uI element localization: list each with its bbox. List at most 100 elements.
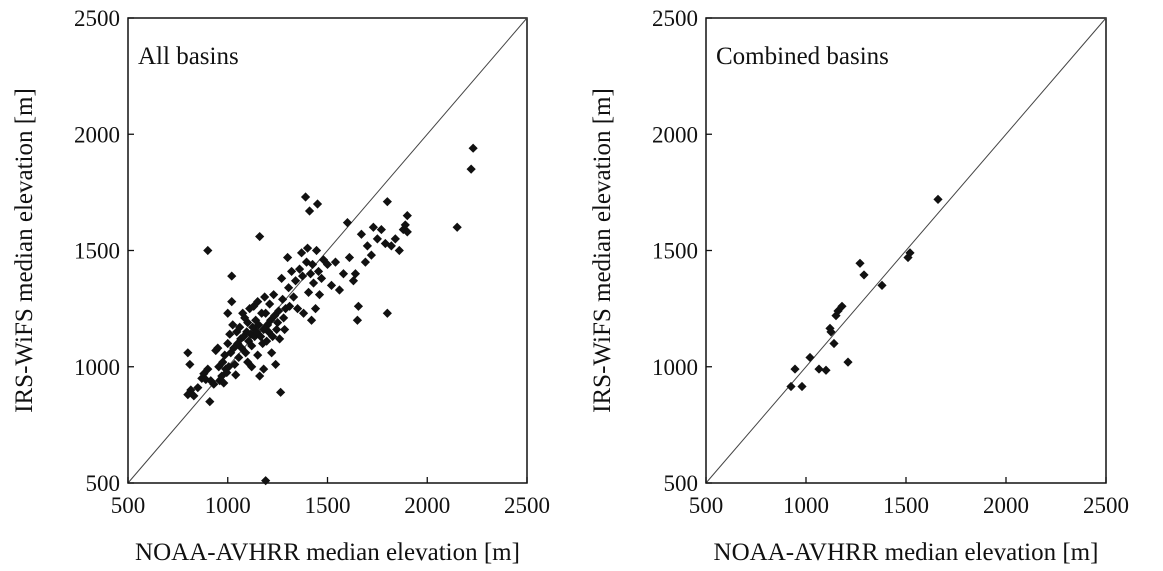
data-point xyxy=(294,264,305,274)
data-point xyxy=(352,315,363,325)
data-point xyxy=(330,257,341,267)
scatter-panel-all-basins: 500 1000 1500 2000 2500 5001000150020002500 … xyxy=(11,6,550,566)
data-point xyxy=(201,374,211,385)
data-point xyxy=(239,331,249,342)
data-point xyxy=(274,306,284,316)
data-point xyxy=(312,199,323,209)
data-point xyxy=(300,192,311,202)
x-tick-label: 1500 xyxy=(305,493,351,518)
data-point xyxy=(275,334,285,344)
data-point xyxy=(298,308,309,318)
x-tick-label: 2500 xyxy=(504,493,550,518)
data-point xyxy=(261,476,271,486)
data-point xyxy=(302,243,313,253)
data-point xyxy=(213,343,223,353)
data-point xyxy=(338,269,349,279)
data-point xyxy=(265,299,275,309)
data-point xyxy=(313,266,324,277)
data-point xyxy=(390,234,400,244)
data-point xyxy=(402,227,412,237)
data-point xyxy=(372,234,382,244)
data-point xyxy=(360,257,371,267)
data-point xyxy=(306,315,317,325)
data-point xyxy=(350,269,361,279)
data-point xyxy=(247,362,257,372)
data-point xyxy=(382,308,392,318)
data-point xyxy=(877,280,887,290)
y-tick-label: 1500 xyxy=(74,239,120,264)
data-point xyxy=(353,301,364,311)
data-point xyxy=(303,287,314,297)
data-point xyxy=(240,313,250,323)
data-point xyxy=(386,241,396,251)
data-point xyxy=(348,276,359,286)
panel-title: Combined basins xyxy=(716,43,889,70)
data-point xyxy=(223,308,233,318)
data-point xyxy=(218,357,228,367)
x-tick-label: 500 xyxy=(689,493,724,518)
data-point xyxy=(247,341,257,351)
data-point xyxy=(821,365,831,375)
data-point xyxy=(243,317,253,328)
data-point xyxy=(366,250,376,260)
data-point xyxy=(267,348,277,358)
scatter-panel-combined-basins: 500 1000 1500 2000 2500 5001000150020002500 … xyxy=(589,6,1129,566)
data-point xyxy=(318,255,329,265)
data-point xyxy=(855,258,865,268)
data-point xyxy=(362,241,372,251)
data-point xyxy=(205,397,215,407)
data-point xyxy=(831,311,841,321)
x-tick-label: 500 xyxy=(111,493,146,518)
data-point xyxy=(826,327,836,337)
data-point xyxy=(185,359,195,370)
data-point xyxy=(376,224,386,235)
data-point xyxy=(237,343,247,353)
data-point xyxy=(334,285,345,295)
data-points xyxy=(786,194,943,392)
x-axis-ticks: 500 1000 1500 2000 2500 xyxy=(689,477,1129,518)
data-point xyxy=(234,352,244,363)
data-point xyxy=(278,294,288,304)
data-point xyxy=(394,245,404,256)
data-point xyxy=(859,270,869,280)
data-point xyxy=(933,194,943,204)
data-point xyxy=(227,271,237,281)
data-point xyxy=(230,359,240,370)
x-tick-label: 1500 xyxy=(883,493,929,518)
data-point xyxy=(193,383,203,393)
data-point xyxy=(253,350,263,360)
x-axis-label: NOAA-AVHRR median elevation [m] xyxy=(714,539,1099,566)
y-tick-label: 500 xyxy=(86,471,121,496)
data-point xyxy=(310,304,321,314)
data-point xyxy=(814,364,824,374)
y-tick-label: 2000 xyxy=(652,122,698,147)
x-tick-label: 1000 xyxy=(783,493,829,518)
y-tick-label: 1000 xyxy=(74,355,120,380)
data-point xyxy=(183,390,193,400)
y-tick-label: 1500 xyxy=(652,239,698,264)
data-point xyxy=(256,331,266,342)
data-point xyxy=(255,231,265,242)
data-point xyxy=(829,338,839,349)
data-point xyxy=(259,324,269,335)
data-point xyxy=(283,252,293,263)
y-tick-label: 1000 xyxy=(652,355,698,380)
data-point xyxy=(209,379,219,389)
data-point xyxy=(268,331,278,342)
data-point xyxy=(833,306,843,316)
data-point xyxy=(243,357,253,367)
y-tick-label: 2500 xyxy=(652,6,698,31)
data-point xyxy=(307,259,318,270)
data-point xyxy=(280,324,290,335)
data-point xyxy=(262,336,272,346)
data-point xyxy=(203,245,213,256)
data-point xyxy=(250,331,260,342)
data-point xyxy=(905,248,915,258)
data-point xyxy=(402,211,412,221)
data-point xyxy=(235,322,245,332)
data-point xyxy=(400,220,410,230)
x-tick-label: 2000 xyxy=(983,493,1029,518)
data-point xyxy=(283,283,294,293)
data-point xyxy=(236,334,246,344)
